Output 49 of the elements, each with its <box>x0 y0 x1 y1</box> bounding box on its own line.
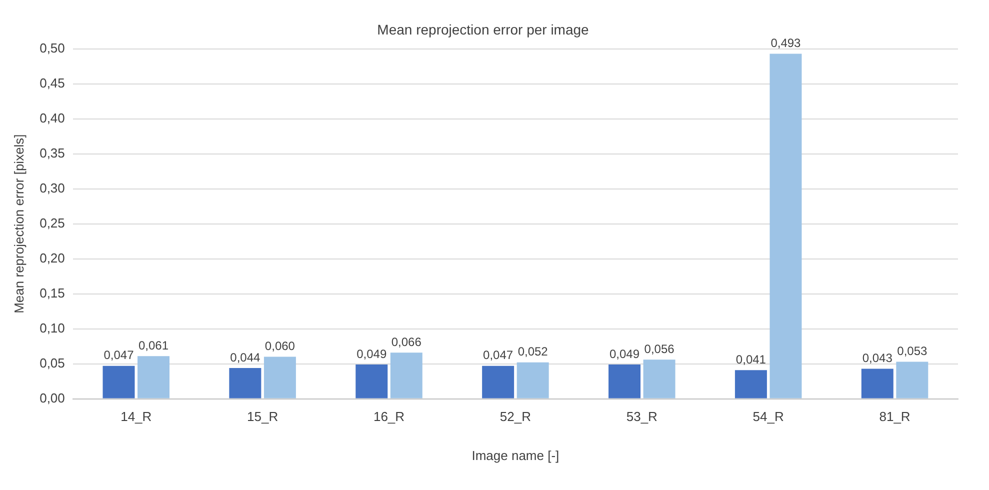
data-label: 0,052 <box>518 344 548 359</box>
data-label: 0,049 <box>356 346 387 361</box>
y-tick-label: 0,05 <box>40 355 65 370</box>
bar <box>138 356 170 398</box>
y-tick-label: 0,50 <box>40 40 65 56</box>
x-tick-label: 15_R <box>247 409 278 424</box>
bar <box>264 356 296 398</box>
bar <box>390 352 422 398</box>
data-label: 0,056 <box>644 342 675 356</box>
y-tick-label: 0,20 <box>40 250 65 266</box>
bar <box>482 366 514 398</box>
data-label: 0,061 <box>138 338 169 352</box>
y-tick-label: 0,10 <box>40 320 65 336</box>
y-axis-title: Mean reprojection error [pixels] <box>11 134 26 314</box>
x-tick-label: 81_R <box>879 409 910 424</box>
bar <box>102 366 135 398</box>
data-label: 0,041 <box>736 352 766 366</box>
bar <box>734 370 767 398</box>
x-tick-label: 54_R <box>752 409 784 424</box>
y-tick-label: 0,25 <box>40 215 65 230</box>
bar <box>861 368 894 398</box>
y-tick-label: 0,30 <box>40 180 65 196</box>
data-label: 0,043 <box>862 351 893 366</box>
x-tick-label: 16_R <box>373 409 405 424</box>
y-tick-label: 0,40 <box>40 110 65 126</box>
x-tick-label: 53_R <box>626 409 658 424</box>
bar <box>643 360 676 398</box>
bar <box>608 364 641 398</box>
data-label: 0,066 <box>391 334 422 349</box>
data-label: 0,044 <box>230 350 261 364</box>
y-tick-label: 0,45 <box>40 75 65 90</box>
x-axis-title: Image name [-] <box>472 448 560 463</box>
y-tick-label: 0,35 <box>40 145 65 160</box>
x-tick-label: 52_R <box>500 409 531 424</box>
chart-title: Mean reprojection error per image <box>377 21 590 38</box>
bar <box>229 368 262 398</box>
bar <box>516 362 549 398</box>
data-label: 0,049 <box>609 346 640 361</box>
y-tick-label: 0,15 <box>40 285 65 300</box>
bar <box>770 54 802 398</box>
x-tick-label: 14_R <box>120 409 152 424</box>
data-label: 0,047 <box>104 348 134 362</box>
data-label: 0,047 <box>483 348 514 362</box>
data-label: 0,053 <box>897 344 928 358</box>
y-tick-label: 0,00 <box>40 390 65 406</box>
bar <box>896 362 928 398</box>
data-label: 0,493 <box>770 36 802 50</box>
data-label: 0,060 <box>264 339 296 354</box>
bar <box>356 364 388 398</box>
